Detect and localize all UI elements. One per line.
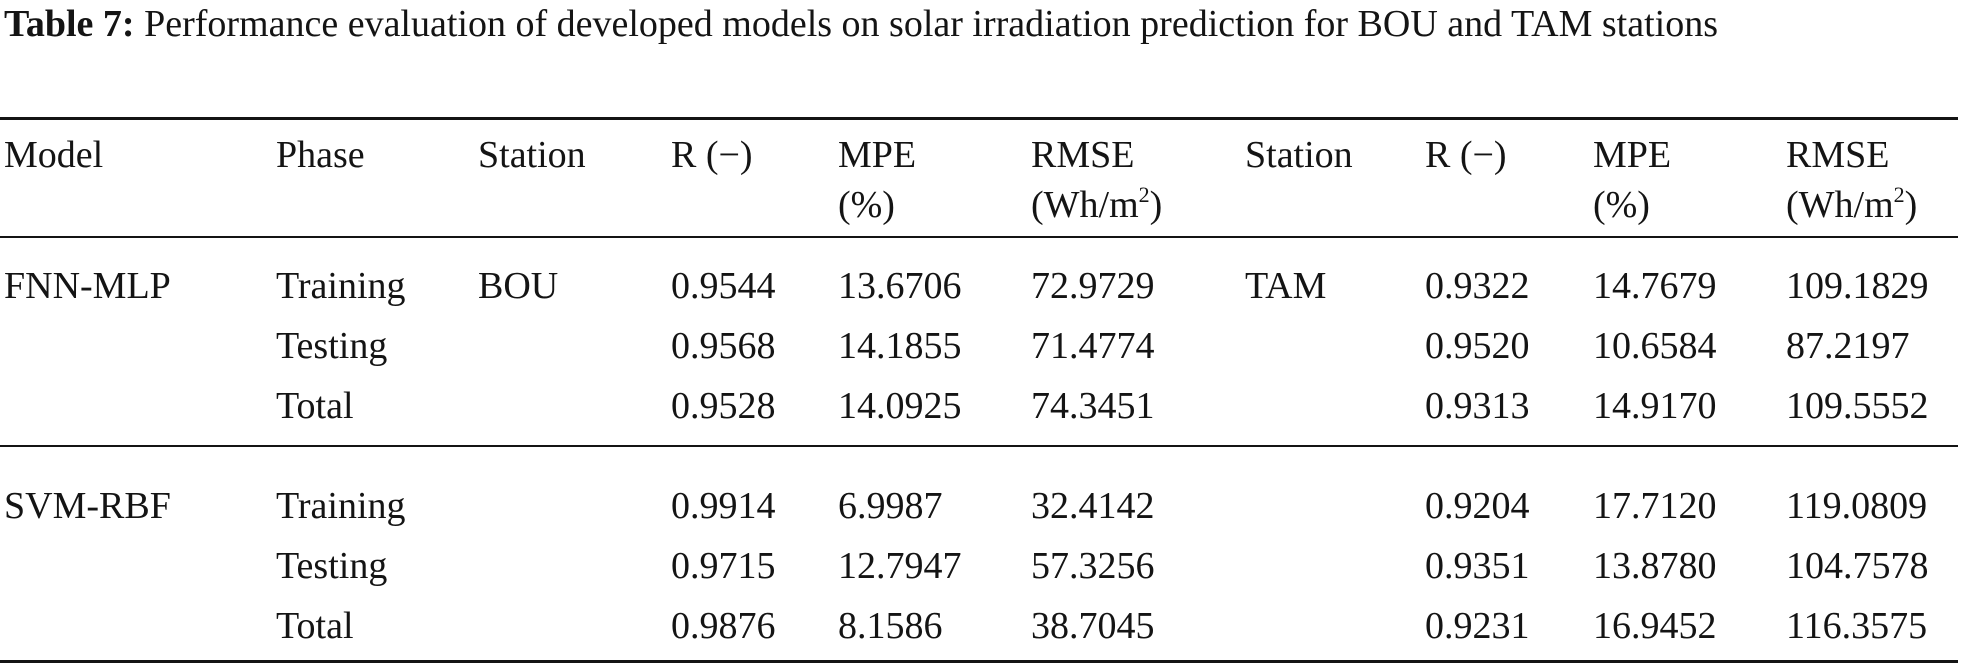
cell-mpe-tam: 16.9452 bbox=[1593, 605, 1717, 647]
cell-station-tam: TAM bbox=[1245, 265, 1327, 307]
rmse-unit-close: ) bbox=[1149, 184, 1163, 226]
cell-r-tam: 0.9351 bbox=[1425, 545, 1530, 587]
cell-model: SVM-RBF bbox=[4, 485, 171, 527]
cell-rmse-tam: 116.3575 bbox=[1786, 605, 1928, 647]
cell-r-tam: 0.9231 bbox=[1425, 605, 1530, 647]
cell-r-tam: 0.9313 bbox=[1425, 385, 1530, 427]
cell-r-tam: 0.9204 bbox=[1425, 485, 1530, 527]
cell-mpe-tam: 13.8780 bbox=[1593, 545, 1717, 587]
rmse-unit-superscript: 2 bbox=[1893, 182, 1905, 207]
rmse-unit-text: (Wh/m bbox=[1786, 184, 1894, 226]
cell-rmse-tam: 119.0809 bbox=[1786, 485, 1928, 527]
cell-rmse-tam: 109.1829 bbox=[1786, 265, 1929, 307]
cell-mpe-tam: 14.9170 bbox=[1593, 385, 1717, 427]
cell-rmse-bou: 57.3256 bbox=[1031, 545, 1155, 587]
cell-station-bou: BOU bbox=[478, 265, 559, 307]
header-station-bou: Station bbox=[478, 134, 586, 176]
cell-r-tam: 0.9322 bbox=[1425, 265, 1530, 307]
cell-phase: Total bbox=[276, 605, 354, 647]
header-mpe-unit-tam: (%) bbox=[1593, 184, 1650, 226]
cell-mpe-tam: 14.7679 bbox=[1593, 265, 1717, 307]
cell-rmse-bou: 38.7045 bbox=[1031, 605, 1155, 647]
caption-text: Performance evaluation of developed mode… bbox=[144, 3, 1718, 45]
cell-phase: Total bbox=[276, 385, 354, 427]
cell-phase: Training bbox=[276, 485, 406, 527]
cell-r-bou: 0.9914 bbox=[671, 485, 776, 527]
header-mpe-tam: MPE bbox=[1593, 134, 1672, 176]
cell-rmse-bou: 72.9729 bbox=[1031, 265, 1155, 307]
cell-model: FNN-MLP bbox=[4, 265, 171, 307]
bottom-rule bbox=[0, 660, 1958, 663]
cell-mpe-tam: 17.7120 bbox=[1593, 485, 1717, 527]
cell-mpe-bou: 6.9987 bbox=[838, 485, 943, 527]
cell-mpe-tam: 10.6584 bbox=[1593, 325, 1717, 367]
cell-rmse-tam: 109.5552 bbox=[1786, 385, 1929, 427]
header-mpe-unit-bou: (%) bbox=[838, 184, 895, 226]
cell-r-bou: 0.9876 bbox=[671, 605, 776, 647]
table-caption: Table 7: Performance evaluation of devel… bbox=[4, 2, 1954, 47]
cell-mpe-bou: 8.1586 bbox=[838, 605, 943, 647]
cell-mpe-bou: 14.1855 bbox=[838, 325, 962, 367]
cell-mpe-bou: 13.6706 bbox=[838, 265, 962, 307]
header-rmse-unit-tam: (Wh/m2) bbox=[1786, 182, 1917, 233]
header-rmse-bou: RMSE bbox=[1031, 134, 1135, 176]
cell-phase: Training bbox=[276, 265, 406, 307]
cell-mpe-bou: 12.7947 bbox=[838, 545, 962, 587]
cell-phase: Testing bbox=[276, 545, 388, 587]
cell-mpe-bou: 14.0925 bbox=[838, 385, 962, 427]
rmse-unit-close: ) bbox=[1904, 184, 1918, 226]
cell-rmse-bou: 32.4142 bbox=[1031, 485, 1155, 527]
cell-r-bou: 0.9568 bbox=[671, 325, 776, 367]
cell-r-bou: 0.9544 bbox=[671, 265, 776, 307]
header-r-tam: R (−) bbox=[1425, 134, 1507, 176]
header-phase: Phase bbox=[276, 134, 365, 176]
cell-rmse-tam: 87.2197 bbox=[1786, 325, 1910, 367]
header-mpe-bou: MPE bbox=[838, 134, 917, 176]
header-rmse-tam: RMSE bbox=[1786, 134, 1890, 176]
header-model: Model bbox=[4, 134, 104, 176]
cell-r-bou: 0.9528 bbox=[671, 385, 776, 427]
cell-r-bou: 0.9715 bbox=[671, 545, 776, 587]
rmse-unit-text: (Wh/m bbox=[1031, 184, 1139, 226]
header-r-bou: R (−) bbox=[671, 134, 753, 176]
cell-rmse-bou: 74.3451 bbox=[1031, 385, 1155, 427]
cell-rmse-tam: 104.7578 bbox=[1786, 545, 1929, 587]
cell-phase: Testing bbox=[276, 325, 388, 367]
cell-r-tam: 0.9520 bbox=[1425, 325, 1530, 367]
rmse-unit-superscript: 2 bbox=[1138, 182, 1150, 207]
header-rmse-unit-bou: (Wh/m2) bbox=[1031, 182, 1162, 233]
header-rule bbox=[0, 236, 1958, 238]
cell-rmse-bou: 71.4774 bbox=[1031, 325, 1155, 367]
caption-label: Table 7: bbox=[4, 3, 135, 45]
top-rule bbox=[0, 117, 1958, 120]
header-station-tam: Station bbox=[1245, 134, 1353, 176]
group-divider-rule bbox=[0, 445, 1958, 447]
